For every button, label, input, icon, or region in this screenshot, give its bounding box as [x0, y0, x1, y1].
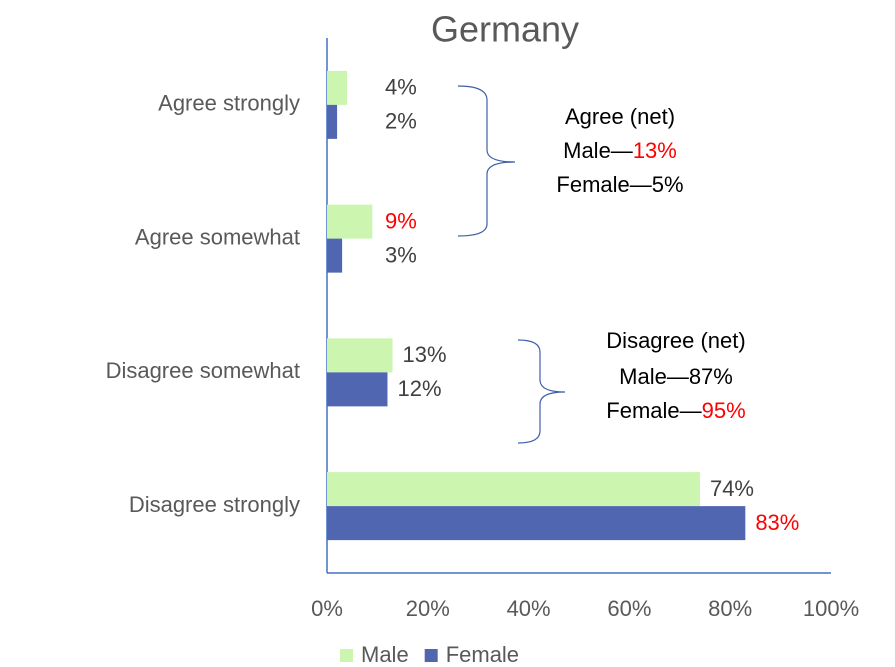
- brace: [457, 85, 516, 237]
- legend-swatch: [340, 649, 353, 662]
- x-tick-label: 20%: [406, 596, 450, 621]
- x-tick-label: 100%: [803, 596, 859, 621]
- annotation-part: 13%: [633, 138, 677, 163]
- value-label: 9%: [385, 208, 417, 233]
- annotation: Female—5%: [556, 172, 683, 197]
- annotation-part: Female—: [606, 398, 701, 423]
- x-tick-label: 40%: [507, 596, 551, 621]
- annotation-part: Disagree (net): [606, 328, 745, 353]
- value-label: 4%: [385, 75, 417, 100]
- chart-title: Germany: [431, 9, 579, 50]
- bar: [327, 506, 746, 541]
- bar: [327, 70, 348, 105]
- y-tick-label: Disagree somewhat: [106, 358, 300, 383]
- value-label: 74%: [710, 476, 754, 501]
- legend-swatch: [424, 649, 438, 662]
- annotation: Disagree (net): [606, 328, 745, 353]
- value-label: 13%: [403, 342, 447, 367]
- bar: [327, 238, 343, 273]
- legend-label: Female: [446, 642, 519, 667]
- bar: [327, 104, 338, 139]
- value-label: 2%: [385, 109, 417, 134]
- value-label: 83%: [755, 510, 799, 535]
- annotation: Agree (net): [565, 104, 675, 129]
- bar: [327, 472, 700, 507]
- annotation: Female—95%: [606, 398, 745, 423]
- annotation: Male—13%: [563, 138, 677, 163]
- legend-label: Male: [361, 642, 409, 667]
- y-tick-label: Agree somewhat: [135, 224, 300, 249]
- annotation-part: Female—5%: [556, 172, 683, 197]
- annotation-part: Agree (net): [565, 104, 675, 129]
- annotation: Male—87%: [619, 364, 733, 389]
- annotation-part: 95%: [702, 398, 746, 423]
- value-label: 3%: [385, 242, 417, 267]
- bar: [327, 338, 393, 373]
- x-tick-label: 60%: [607, 596, 651, 621]
- value-label: 12%: [397, 376, 441, 401]
- y-tick-label: Disagree strongly: [129, 492, 300, 517]
- x-tick-label: 80%: [708, 596, 752, 621]
- x-tick-label: 0%: [311, 596, 343, 621]
- bar: [327, 204, 373, 239]
- annotation-part: Male—87%: [619, 364, 733, 389]
- y-tick-label: Agree strongly: [158, 91, 300, 116]
- brace: [517, 339, 566, 444]
- bar: [327, 372, 388, 407]
- annotation-part: Male—: [563, 138, 633, 163]
